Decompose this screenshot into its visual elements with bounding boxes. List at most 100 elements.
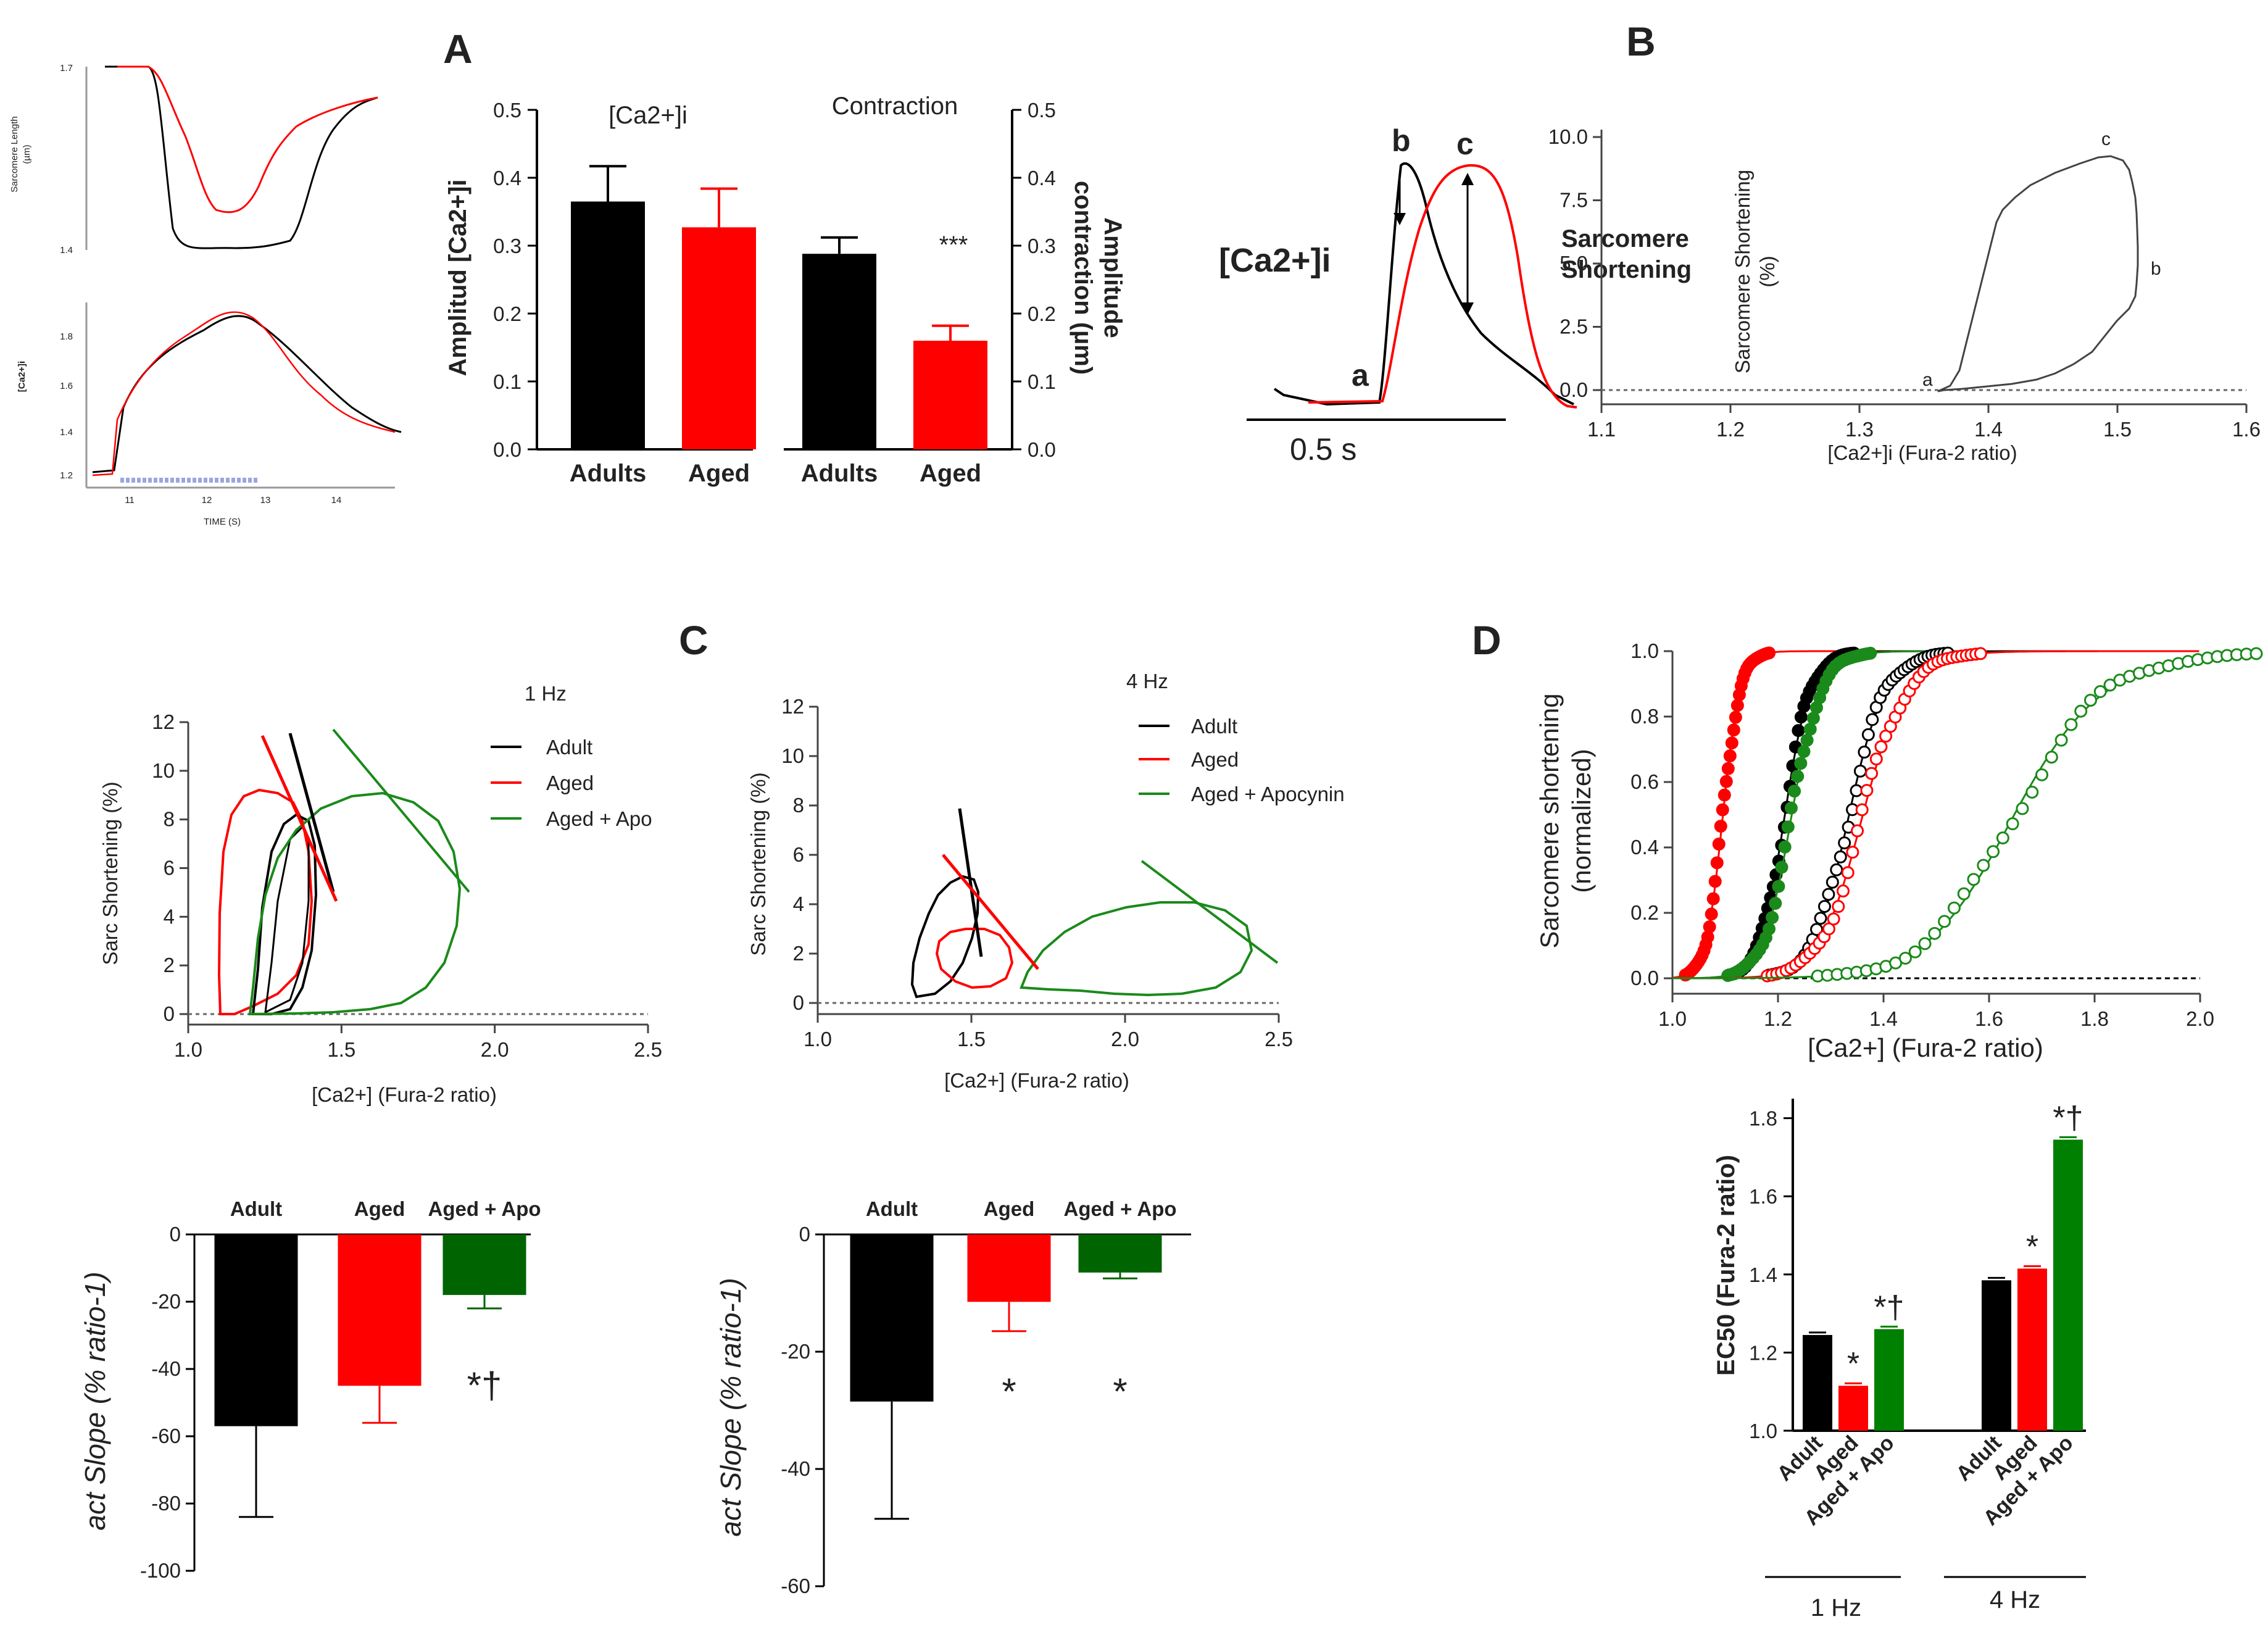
d-xtick-label: 1.0 — [1658, 1007, 1687, 1030]
e-group-2: 4 Hz — [1990, 1586, 2040, 1613]
d-data-point — [1822, 888, 1835, 901]
d-data-point — [1996, 831, 2009, 845]
d-data-point — [1788, 784, 1801, 798]
a-ylabel-right-1: Amplitude — [1099, 217, 1126, 338]
c4-ylabel: Sarc Shortening (%) — [747, 772, 770, 955]
left-bottom-tick-3: 1.4 — [60, 427, 73, 438]
d-data-point — [1806, 712, 1820, 725]
c4-legend-1: Adult — [1191, 715, 1237, 738]
d-data-point — [1778, 840, 1792, 854]
d-data-point — [1967, 873, 1980, 886]
a-bar — [571, 201, 645, 449]
e-ytick-label: 1.8 — [1749, 1107, 1777, 1130]
d-data-point — [1858, 746, 1871, 759]
label-shortening-1: Sarcomere — [1561, 225, 1689, 252]
e-bar — [2053, 1139, 2083, 1431]
c1-xtick-label: 1.0 — [174, 1038, 202, 1061]
s1-label-1: Adult — [230, 1197, 282, 1220]
d-data-point — [1855, 803, 1869, 817]
slope-ytick-label: -60 — [151, 1425, 181, 1447]
a-ylabel-right-2: contraction (µm) — [1070, 181, 1097, 375]
a-ylabel-left: Amplitud [Ca2+]i — [444, 180, 471, 377]
b-ylabel-1: Sarcomere Shortening — [1731, 170, 1754, 373]
left-traces: Sarcomere Length (µm) 1.7 1.4 [Ca2+]i 1.… — [9, 63, 402, 527]
d-data-point — [1762, 922, 1776, 936]
d-data-point — [1864, 646, 1877, 660]
d-data-point — [1974, 647, 1987, 660]
d-data-point — [1846, 846, 1859, 859]
e-annotation: *† — [1874, 1289, 1904, 1325]
point-label-c: c — [1456, 127, 1474, 161]
d-data-point — [2025, 785, 2039, 799]
c4-fit-red — [942, 854, 1039, 970]
c4-legend-2: Aged — [1191, 748, 1239, 771]
slope-bar — [442, 1234, 526, 1296]
slope-bar — [338, 1234, 422, 1386]
b-ytick-label: 10.0 — [1548, 125, 1588, 148]
d-data-point — [1830, 863, 1843, 876]
left-xtick-4: 14 — [331, 495, 342, 505]
c1-ytick-label: 6 — [164, 857, 175, 880]
c4-ytick-label: 2 — [793, 942, 804, 965]
e-bar — [1982, 1280, 2011, 1431]
label-ca: [Ca2+]i — [1219, 242, 1331, 279]
arrow-c-head-top — [1461, 173, 1474, 185]
a-ytick-right-label: 0.1 — [1028, 370, 1056, 393]
a-ytick-left-label: 0.3 — [493, 235, 521, 257]
d-ylabel-1: Sarcomere shortening — [1535, 693, 1564, 948]
b-ytick-label: 0.0 — [1560, 378, 1588, 401]
panel-c-1hz-loops: 1.0 1.5 2.0 2.5 0 2 4 6 8 10 12 1 Hz Adult Aged Ag… — [99, 682, 662, 1106]
d-data-point — [1781, 820, 1795, 834]
a-ytick-right-label: 0.0 — [1028, 438, 1056, 461]
a-ytick-left-label: 0.0 — [493, 438, 521, 461]
a-bar — [913, 341, 987, 449]
c4-xtick-label: 2.0 — [1111, 1028, 1139, 1050]
c1-xtick-label: 2.5 — [634, 1038, 662, 1061]
c4-title: 4 Hz — [1126, 670, 1168, 693]
d-data-point — [1719, 775, 1733, 788]
b-point-c: c — [2101, 129, 2111, 149]
c1-ytick-label: 4 — [164, 905, 175, 928]
d-data-point — [1803, 722, 1817, 736]
d-data-point — [1836, 884, 1850, 898]
d-data-point — [1908, 945, 1922, 959]
a-xlabel-4: Aged — [920, 460, 981, 487]
slope-bar — [967, 1234, 1051, 1302]
slope-ytick-label: -20 — [781, 1340, 810, 1363]
e-ytick-label: 1.6 — [1749, 1185, 1777, 1208]
e-annotation: *† — [2053, 1100, 2083, 1136]
left-top-ylabel-1: Sarcomere Length — [9, 116, 20, 192]
d-data-point — [1775, 860, 1788, 874]
left-xlabel: TIME (S) — [204, 517, 241, 527]
b-ytick-label: 5.0 — [1560, 252, 1588, 275]
a-xlabel-3: Adults — [801, 460, 878, 487]
d-xtick-label: 1.4 — [1869, 1007, 1898, 1030]
s4-label-2: Aged — [984, 1197, 1035, 1220]
b-xtick-label: 1.5 — [2103, 418, 2132, 441]
e-group-1: 1 Hz — [1811, 1594, 1861, 1621]
d-data-point — [1826, 875, 1839, 889]
arrow-b-head — [1394, 213, 1406, 225]
a-ytick-right-label: 0.5 — [1028, 99, 1056, 122]
d-data-point — [1861, 728, 1875, 741]
c1-loop-green — [248, 791, 462, 1016]
slope-bar — [1078, 1234, 1162, 1273]
d-data-point — [1727, 723, 1740, 737]
d-ytick-label: 0.2 — [1630, 901, 1659, 924]
c4-ytick-label: 10 — [781, 744, 804, 767]
e-ytick-label: 1.2 — [1749, 1341, 1777, 1364]
d-data-point — [1784, 801, 1798, 815]
s1-ylabel: act Slope (% ratio-1) — [79, 1271, 111, 1530]
left-xtick-3: 13 — [260, 495, 271, 505]
b-point-b: b — [2151, 259, 2161, 279]
s4-annotation-3: * — [1113, 1371, 1127, 1412]
e-annotation: * — [2026, 1229, 2038, 1265]
c4-fit-green — [1140, 860, 1279, 964]
a-ytick-right-label: 0.4 — [1028, 167, 1056, 189]
c4-ytick-label: 8 — [793, 794, 804, 817]
slope-ytick-label: -100 — [140, 1559, 181, 1582]
d-data-point — [2045, 751, 2058, 764]
a-bar — [682, 227, 756, 449]
d-data-point — [1850, 784, 1863, 797]
e-ylabel: EC50 (Fura-2 ratio) — [1713, 1155, 1740, 1376]
